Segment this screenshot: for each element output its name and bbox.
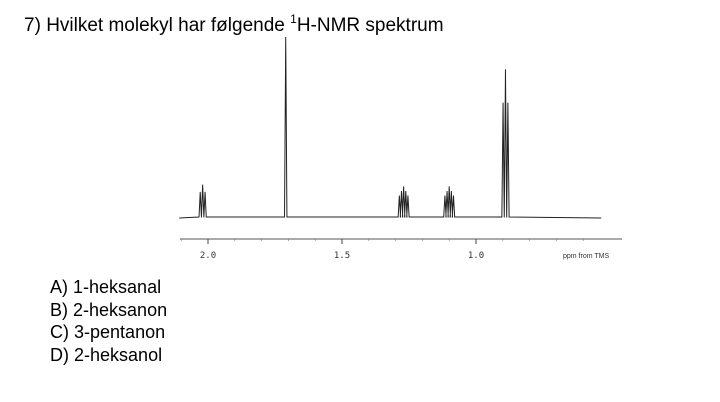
x-axis-tick-label: 2.0 (200, 251, 216, 261)
question-text: Hvilket molekyl har følgende (46, 15, 285, 36)
option-d[interactable]: D) 2-heksanol (50, 344, 163, 365)
option-c[interactable]: C) 3-pentanon (50, 322, 166, 342)
x-axis-unit-label: ppm from TMS (563, 253, 609, 260)
question-text-end: H-NMR spektrum (296, 15, 444, 36)
question-superscript: 1 (290, 12, 297, 26)
spectrum-line (179, 36, 602, 219)
option-b[interactable]: B) 2-heksanon (50, 299, 168, 320)
question-title: 7) Hvilket molekyl har følgende 1H-NMR s… (24, 12, 444, 37)
question-number: 7) (24, 15, 41, 36)
x-axis-tick-label: 1.5 (334, 251, 350, 261)
x-axis-tick-label: 1.0 (468, 251, 484, 261)
option-a[interactable]: A) 1-heksanal (50, 277, 162, 297)
answer-options: A) 1-heksanal B) 2-heksanon C) 3-pentano… (50, 276, 167, 366)
x-axis-ticks: 2.0 1.5 1.0 (180, 239, 584, 261)
spectrum-trace (179, 36, 602, 219)
